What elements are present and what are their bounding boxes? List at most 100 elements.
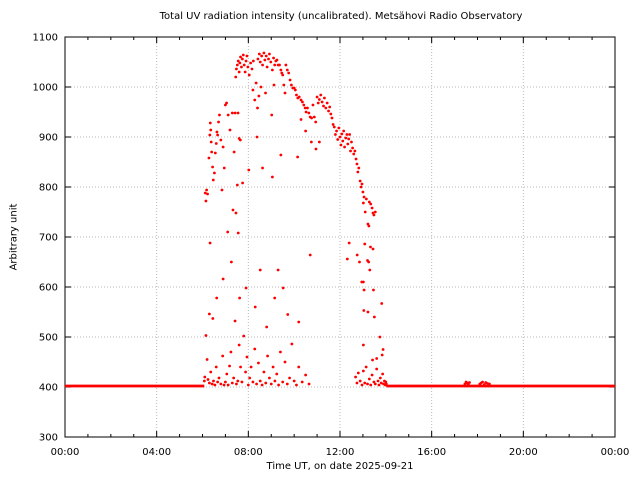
data-point	[360, 182, 364, 186]
data-point	[211, 178, 215, 182]
data-point	[377, 383, 381, 387]
data-point	[278, 63, 281, 67]
data-point	[265, 325, 269, 329]
data-point	[251, 88, 255, 92]
data-point	[361, 280, 365, 284]
data-point	[261, 63, 264, 67]
data-point	[244, 59, 248, 63]
data-point	[217, 120, 220, 124]
data-point	[362, 195, 366, 199]
data-point	[203, 375, 207, 379]
data-point	[238, 138, 242, 142]
data-point	[371, 247, 375, 251]
data-point	[354, 375, 357, 379]
data-point	[341, 139, 345, 143]
x-axis-label: Time UT, on date 2025-09-21	[266, 461, 414, 472]
data-point	[256, 57, 260, 61]
data-point	[335, 129, 338, 133]
data-point	[369, 383, 373, 387]
data-point	[242, 63, 246, 67]
data-point	[255, 135, 259, 139]
data-point	[273, 63, 277, 67]
data-point	[211, 165, 214, 169]
y-tick-label: 1000	[33, 83, 58, 94]
data-point	[279, 68, 283, 72]
data-point	[249, 61, 253, 65]
data-point	[488, 382, 491, 386]
data-point	[334, 133, 337, 136]
data-point	[343, 145, 346, 149]
data-point	[234, 75, 238, 79]
data-point	[253, 347, 257, 351]
data-point	[316, 101, 320, 105]
data-point	[348, 133, 352, 136]
data-point	[267, 57, 270, 61]
data-point	[216, 133, 220, 137]
data-point	[226, 230, 230, 234]
data-point	[203, 191, 207, 195]
data-point	[366, 310, 370, 314]
data-point	[286, 313, 290, 316]
data-point	[367, 224, 371, 228]
data-point	[296, 155, 300, 159]
data-point	[297, 320, 301, 324]
data-point	[307, 382, 311, 386]
data-point	[368, 268, 372, 272]
data-point	[226, 113, 230, 117]
data-point	[304, 129, 308, 133]
data-point	[366, 382, 369, 386]
data-point	[468, 381, 471, 384]
data-point	[304, 110, 308, 114]
data-point	[236, 231, 240, 235]
data-point	[242, 334, 246, 338]
data-point	[245, 355, 249, 359]
data-point	[361, 201, 365, 205]
data-point	[219, 138, 223, 142]
data-point	[375, 357, 379, 360]
data-point	[299, 118, 303, 121]
data-point	[303, 106, 307, 110]
data-point	[228, 364, 231, 368]
data-point	[272, 56, 275, 60]
data-point	[213, 171, 216, 175]
data-point	[370, 206, 374, 210]
data-point	[315, 95, 319, 99]
data-point	[275, 58, 279, 62]
data-point	[250, 67, 254, 71]
data-point	[209, 370, 213, 374]
data-point	[235, 183, 239, 187]
data-point	[332, 125, 336, 129]
data-point	[336, 138, 340, 141]
data-point	[277, 383, 280, 387]
data-point	[215, 296, 219, 300]
data-point	[325, 101, 329, 105]
data-point	[363, 381, 367, 385]
data-point	[364, 197, 368, 201]
data-point	[312, 115, 316, 119]
data-point	[207, 156, 211, 160]
x-tick-label: 00:00	[51, 447, 80, 458]
data-point	[301, 100, 304, 104]
data-point	[370, 373, 374, 377]
data-point	[282, 83, 286, 87]
data-point	[284, 63, 288, 67]
data-point	[202, 379, 206, 383]
data-point	[221, 354, 225, 358]
data-point	[285, 68, 289, 72]
data-point	[205, 358, 209, 361]
data-point	[235, 382, 238, 386]
data-point	[373, 210, 377, 214]
data-point	[373, 382, 377, 386]
data-point	[358, 379, 362, 383]
data-point	[272, 83, 276, 87]
x-tick-label: 08:00	[234, 447, 263, 458]
data-point	[380, 353, 384, 357]
data-point	[299, 98, 303, 102]
y-tick-label: 500	[39, 333, 58, 344]
data-point	[205, 188, 209, 192]
data-point	[249, 365, 253, 369]
data-point	[269, 60, 273, 64]
data-point	[244, 370, 247, 374]
data-point	[258, 379, 262, 383]
data-point	[349, 149, 352, 153]
